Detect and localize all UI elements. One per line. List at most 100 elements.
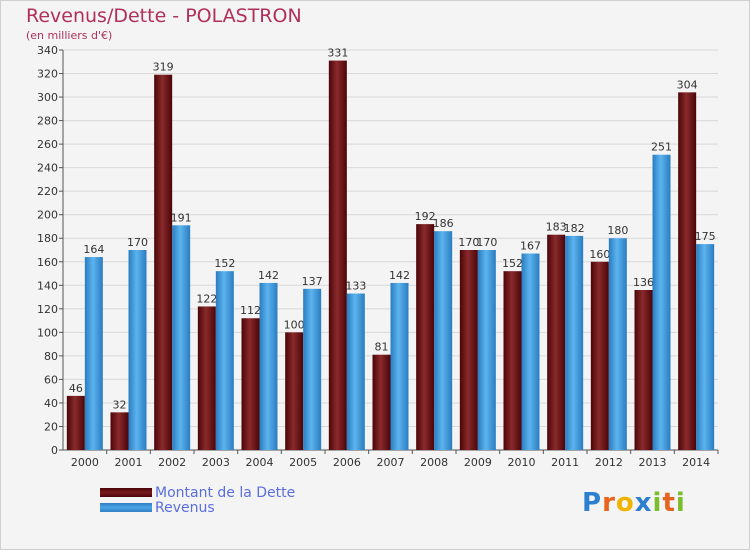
data-label: 186 <box>433 217 454 230</box>
data-label: 133 <box>345 280 366 293</box>
y-tick-label: 260 <box>37 138 58 151</box>
data-label: 142 <box>258 269 279 282</box>
bar-dette <box>110 412 129 450</box>
bar-dette <box>241 318 260 450</box>
bar-dette <box>197 306 216 450</box>
data-label: 46 <box>69 382 83 395</box>
bar-revenus <box>390 282 409 450</box>
y-tick-label: 160 <box>37 256 58 269</box>
data-label: 152 <box>502 257 523 270</box>
x-tick-label: 2013 <box>639 456 667 469</box>
data-label: 182 <box>564 222 585 235</box>
data-label: 170 <box>127 236 148 249</box>
x-tick-label: 2009 <box>464 456 492 469</box>
data-label: 331 <box>327 47 348 60</box>
logo-letter: i <box>675 488 686 518</box>
logo-letter: r <box>602 488 616 518</box>
x-tick-label: 2008 <box>420 456 448 469</box>
y-tick-label: 180 <box>37 232 58 245</box>
y-tick-label: 300 <box>37 91 58 104</box>
x-tick-label: 2006 <box>333 456 361 469</box>
x-tick-label: 2010 <box>508 456 536 469</box>
data-label: 112 <box>240 304 261 317</box>
chart-title: Revenus/Dette - POLASTRON <box>26 5 302 27</box>
y-tick-label: 280 <box>37 115 58 128</box>
data-label: 192 <box>415 210 436 223</box>
bar-revenus <box>565 235 584 450</box>
data-label: 170 <box>458 236 479 249</box>
data-label: 164 <box>83 243 104 256</box>
bar-revenus <box>215 271 234 450</box>
legend-label-dette: Montant de la Dette <box>155 485 296 501</box>
x-tick-label: 2001 <box>115 456 143 469</box>
chart-subtitle: (en milliers d'€) <box>26 29 113 42</box>
data-label: 122 <box>196 292 217 305</box>
data-label: 304 <box>677 78 698 91</box>
x-tick-label: 2002 <box>158 456 186 469</box>
bar-revenus <box>128 250 147 450</box>
bar-revenus <box>521 253 540 450</box>
x-tick-label: 2012 <box>595 456 623 469</box>
y-tick-label: 340 <box>37 44 58 57</box>
data-label: 167 <box>520 240 541 253</box>
y-tick-label: 100 <box>37 326 58 339</box>
legend-label-revenus: Revenus <box>155 500 215 516</box>
x-tick-label: 2003 <box>202 456 230 469</box>
bar-dette <box>459 250 478 450</box>
data-label: 152 <box>214 257 235 270</box>
legend-swatch-dette <box>100 488 152 497</box>
bar-revenus <box>259 282 278 450</box>
data-label: 180 <box>607 224 628 237</box>
bar-revenus <box>434 231 453 450</box>
data-label: 251 <box>651 141 672 154</box>
y-tick-label: 60 <box>44 373 58 386</box>
bar-revenus <box>477 250 496 450</box>
logo-letter: P <box>582 488 603 518</box>
x-tick-label: 2014 <box>682 456 710 469</box>
data-label: 175 <box>695 230 716 243</box>
bar-revenus <box>303 288 322 450</box>
bar-dette <box>547 234 566 450</box>
y-tick-label: 320 <box>37 68 58 81</box>
data-label: 136 <box>633 276 654 289</box>
bar-revenus <box>696 244 715 450</box>
bar-dette <box>590 261 609 450</box>
data-label: 160 <box>589 248 610 261</box>
data-label: 32 <box>113 398 127 411</box>
y-tick-label: 20 <box>44 420 58 433</box>
data-label: 191 <box>171 211 192 224</box>
y-tick-label: 0 <box>51 444 58 457</box>
y-tick-label: 140 <box>37 279 58 292</box>
bar-dette <box>328 60 347 451</box>
bar-dette <box>503 271 522 450</box>
y-tick-label: 120 <box>37 303 58 316</box>
data-label: 142 <box>389 269 410 282</box>
x-tick-label: 2011 <box>551 456 579 469</box>
y-tick-label: 220 <box>37 185 58 198</box>
bar-revenus <box>172 225 191 450</box>
data-label: 100 <box>284 318 305 331</box>
bar-dette <box>416 224 435 450</box>
legend-swatch-revenus <box>100 503 152 512</box>
data-label: 137 <box>302 275 323 288</box>
bar-dette <box>372 354 391 450</box>
logo-letter: o <box>615 488 635 518</box>
bar-dette <box>66 395 85 450</box>
y-tick-label: 240 <box>37 162 58 175</box>
bar-revenus <box>652 154 671 451</box>
x-tick-label: 2005 <box>289 456 317 469</box>
x-tick-label: 2004 <box>246 456 274 469</box>
bar-revenus <box>84 257 103 450</box>
y-tick-label: 40 <box>44 397 58 410</box>
bar-dette <box>154 74 173 451</box>
x-tick-label: 2007 <box>377 456 405 469</box>
bar-dette <box>285 332 304 450</box>
bar-revenus <box>346 293 365 450</box>
y-tick-label: 200 <box>37 209 58 222</box>
proxiti-logo: Proxiti <box>582 488 686 518</box>
bar-dette <box>678 92 697 451</box>
data-label: 183 <box>546 221 567 234</box>
bar-dette <box>634 290 653 450</box>
data-label: 81 <box>375 341 389 354</box>
